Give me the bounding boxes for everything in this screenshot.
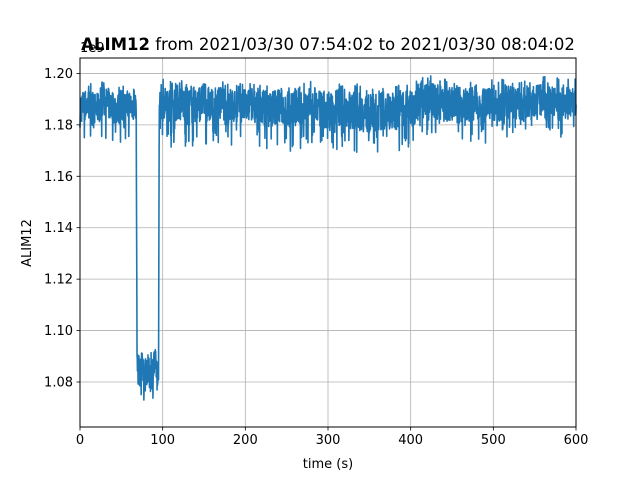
y-tick-label: 1.20 [44,67,73,82]
x-tick-label: 400 [398,433,423,448]
x-axis-label: time (s) [303,457,353,472]
y-axis-ticks: 1.08 1.10 1.12 1.14 1.16 1.18 1.20 [44,67,80,391]
x-axis-ticks: 0 100 200 300 400 500 600 [76,427,589,448]
x-tick-label: 0 [76,433,84,448]
x-tick-label: 500 [481,433,506,448]
chart-title: ALIM12 from 2021/03/30 07:54:02 to 2021/… [81,35,575,54]
y-tick-label: 1.16 [44,170,73,185]
x-tick-label: 200 [233,433,258,448]
y-tick-label: 1.12 [44,273,73,288]
series-line [79,75,577,401]
y-tick-label: 1.18 [44,118,73,133]
x-tick-label: 300 [316,433,341,448]
x-tick-label: 100 [150,433,175,448]
y-tick-label: 1.14 [44,221,73,236]
y-offset-label: 1e9 [80,41,105,56]
y-axis-label: ALIM12 [20,219,35,267]
x-tick-label: 600 [564,433,589,448]
y-tick-label: 1.10 [44,324,73,339]
chart-title-rest: from 2021/03/30 07:54:02 to 2021/03/30 0… [150,35,575,54]
y-tick-label: 1.08 [44,376,73,391]
data-series [79,75,577,401]
chart-title-bold: ALIM12 [81,35,150,54]
